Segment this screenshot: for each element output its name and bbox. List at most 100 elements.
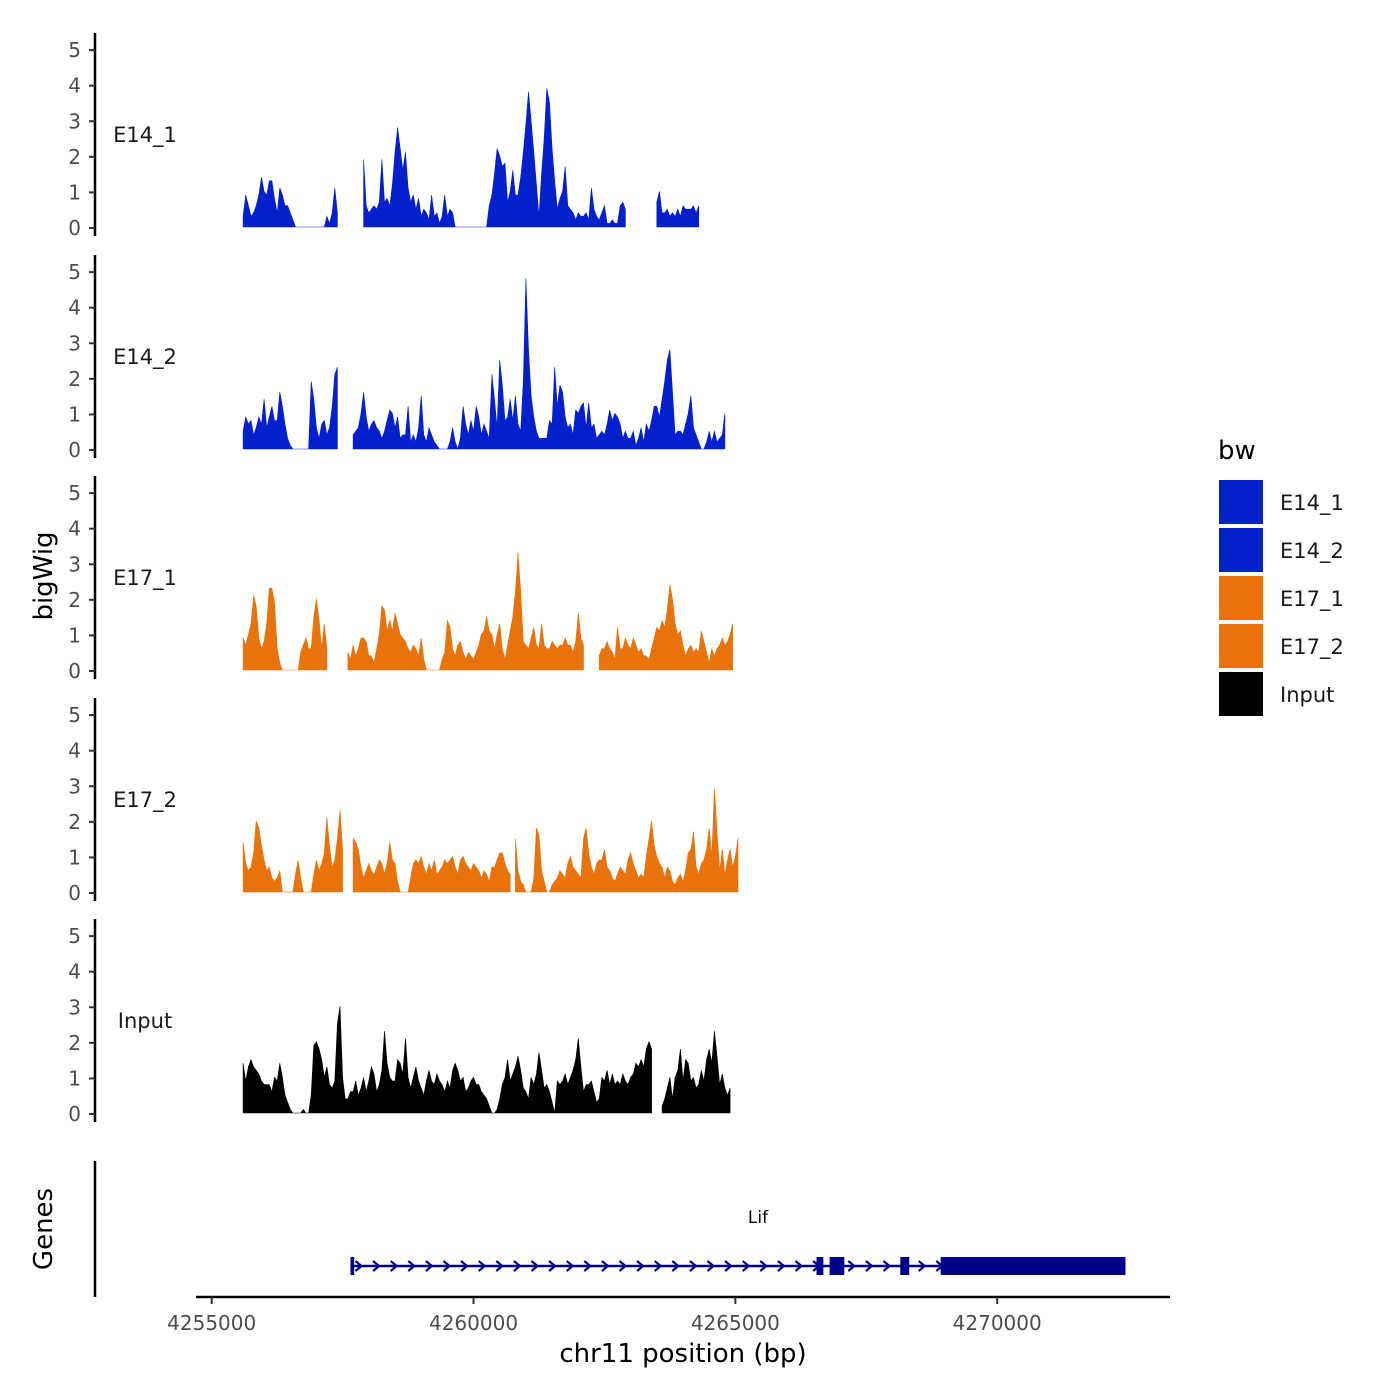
strand-arrow [671, 1260, 680, 1272]
genes-axis-title: Genes [29, 1188, 59, 1270]
legend-entry-E14_2: E14_2 [1219, 528, 1344, 572]
strand-arrow [917, 1260, 927, 1272]
strand-arrow [513, 1260, 522, 1272]
x-tick-label: 4255000 [167, 1311, 256, 1335]
coverage-area-E17_2 [515, 788, 739, 893]
gene-exon [829, 1257, 845, 1275]
y-tick-label: 0 [68, 1102, 81, 1126]
y-tick-label: 4 [68, 296, 81, 320]
legend-label: E14_1 [1280, 491, 1344, 516]
y-tick-label: 5 [68, 481, 81, 505]
track-E14_1: 0 1 2 3 4 5 E14_1 [68, 33, 699, 240]
x-tick-label: 4265000 [691, 1311, 780, 1335]
y-tick-label: 1 [68, 1066, 81, 1090]
coverage-area-E17_1 [242, 587, 328, 671]
strand-arrow [794, 1260, 804, 1272]
x-tick-label: 4260000 [429, 1311, 518, 1335]
strand-arrow [865, 1260, 874, 1272]
strand-arrow [460, 1260, 469, 1272]
x-axis: 4255000 4260000 4265000 4270000 [167, 1295, 1170, 1335]
coverage-area-E14_1 [363, 88, 626, 228]
y-tick-label: 0 [68, 438, 81, 462]
strand-arrow [759, 1260, 768, 1272]
legend-entry-Input: Input [1219, 672, 1334, 716]
gene-Lif: Lif [350, 1208, 1126, 1275]
y-tick-label: 2 [68, 810, 81, 834]
gene-name-label: Lif [748, 1208, 769, 1228]
gene-exon [940, 1257, 1126, 1275]
legend-swatch [1219, 528, 1263, 572]
y-tick-label: 0 [68, 659, 81, 683]
y-tick-label: 4 [68, 960, 81, 984]
strand-arrow [372, 1260, 381, 1272]
y-tick-label: 2 [68, 1031, 81, 1055]
legend-label: E14_2 [1280, 539, 1344, 564]
track-Input: 0 1 2 3 4 5 Input [68, 919, 731, 1126]
y-tick-label: 2 [68, 367, 81, 391]
y-tick-label: 1 [68, 623, 81, 647]
y-tick-label: 1 [68, 402, 81, 426]
strand-arrow [477, 1260, 487, 1272]
gene-exon [816, 1257, 824, 1275]
y-tick-label: 0 [68, 216, 81, 240]
y-tick-label: 5 [68, 38, 81, 62]
strand-arrow [601, 1260, 610, 1272]
strand-arrow [724, 1260, 733, 1272]
y-tick-label: 1 [68, 180, 81, 204]
strand-arrow [354, 1260, 364, 1272]
coverage-area-E17_1 [347, 552, 584, 671]
track-label: E17_2 [113, 788, 177, 813]
y-tick-label: 4 [68, 74, 81, 98]
strand-arrow [636, 1260, 645, 1272]
coverage-area-Input [661, 1031, 731, 1114]
y-tick-label: 1 [68, 845, 81, 869]
strand-arrow [583, 1260, 592, 1272]
legend-label: Input [1280, 683, 1334, 707]
legend-swatch [1219, 624, 1263, 668]
legend-entry-E14_1: E14_1 [1219, 480, 1344, 524]
y-tick-label: 5 [68, 924, 81, 948]
strand-arrow [847, 1260, 856, 1272]
strand-arrow [548, 1260, 557, 1272]
strand-arrow [653, 1260, 663, 1272]
coverage-area-E17_2 [242, 810, 343, 893]
strand-arrow [777, 1260, 786, 1272]
y-tick-label: 3 [68, 331, 81, 355]
y-tick-label: 2 [68, 588, 81, 612]
strand-arrow [389, 1260, 399, 1272]
strand-arrow [618, 1260, 628, 1272]
track-label: Input [118, 1009, 172, 1033]
strand-arrow [530, 1260, 540, 1272]
y-tick-label: 0 [68, 881, 81, 905]
y-tick-label: 3 [68, 109, 81, 133]
coverage-area-E14_1 [656, 191, 699, 228]
y-tick-label: 3 [68, 995, 81, 1019]
coverage-area-E17_1 [598, 584, 733, 671]
y-tick-label: 3 [68, 774, 81, 798]
legend-entry-E17_1: E17_1 [1219, 576, 1344, 620]
coverage-area-E14_2 [352, 278, 726, 451]
y-tick-label: 4 [68, 739, 81, 763]
strand-arrow [442, 1260, 452, 1272]
y-tick-label: 5 [68, 703, 81, 727]
track-label: E14_1 [113, 123, 177, 148]
legend-entry-E17_2: E17_2 [1219, 624, 1344, 668]
signal-tracks: 0 1 2 3 4 5 E14_1 0 1 2 3 4 5 E14_2 0 1 2 3 4 5 E17_1 0 1 2 3 4 5 E… [68, 33, 739, 1126]
legend-label: E17_1 [1280, 587, 1344, 612]
track-E17_2: 0 1 2 3 4 5 E17_2 [68, 698, 739, 905]
track-label: E14_2 [113, 345, 177, 370]
y-axis-title: bigWig [29, 531, 59, 620]
legend: bw E14_1 E14_2 E17_1 E17_2 Input [1218, 436, 1344, 716]
strand-arrow [407, 1260, 416, 1272]
track-label: E17_1 [113, 566, 177, 591]
gene-panel: Lif [93, 1161, 1126, 1297]
y-tick-label: 2 [68, 145, 81, 169]
gene-exon [900, 1257, 910, 1275]
strand-arrow [689, 1260, 698, 1272]
track-E17_1: 0 1 2 3 4 5 E17_1 [68, 476, 733, 683]
y-tick-label: 4 [68, 517, 81, 541]
legend-label: E17_2 [1280, 635, 1344, 660]
legend-swatch [1219, 576, 1263, 620]
gene-exon [350, 1257, 355, 1275]
